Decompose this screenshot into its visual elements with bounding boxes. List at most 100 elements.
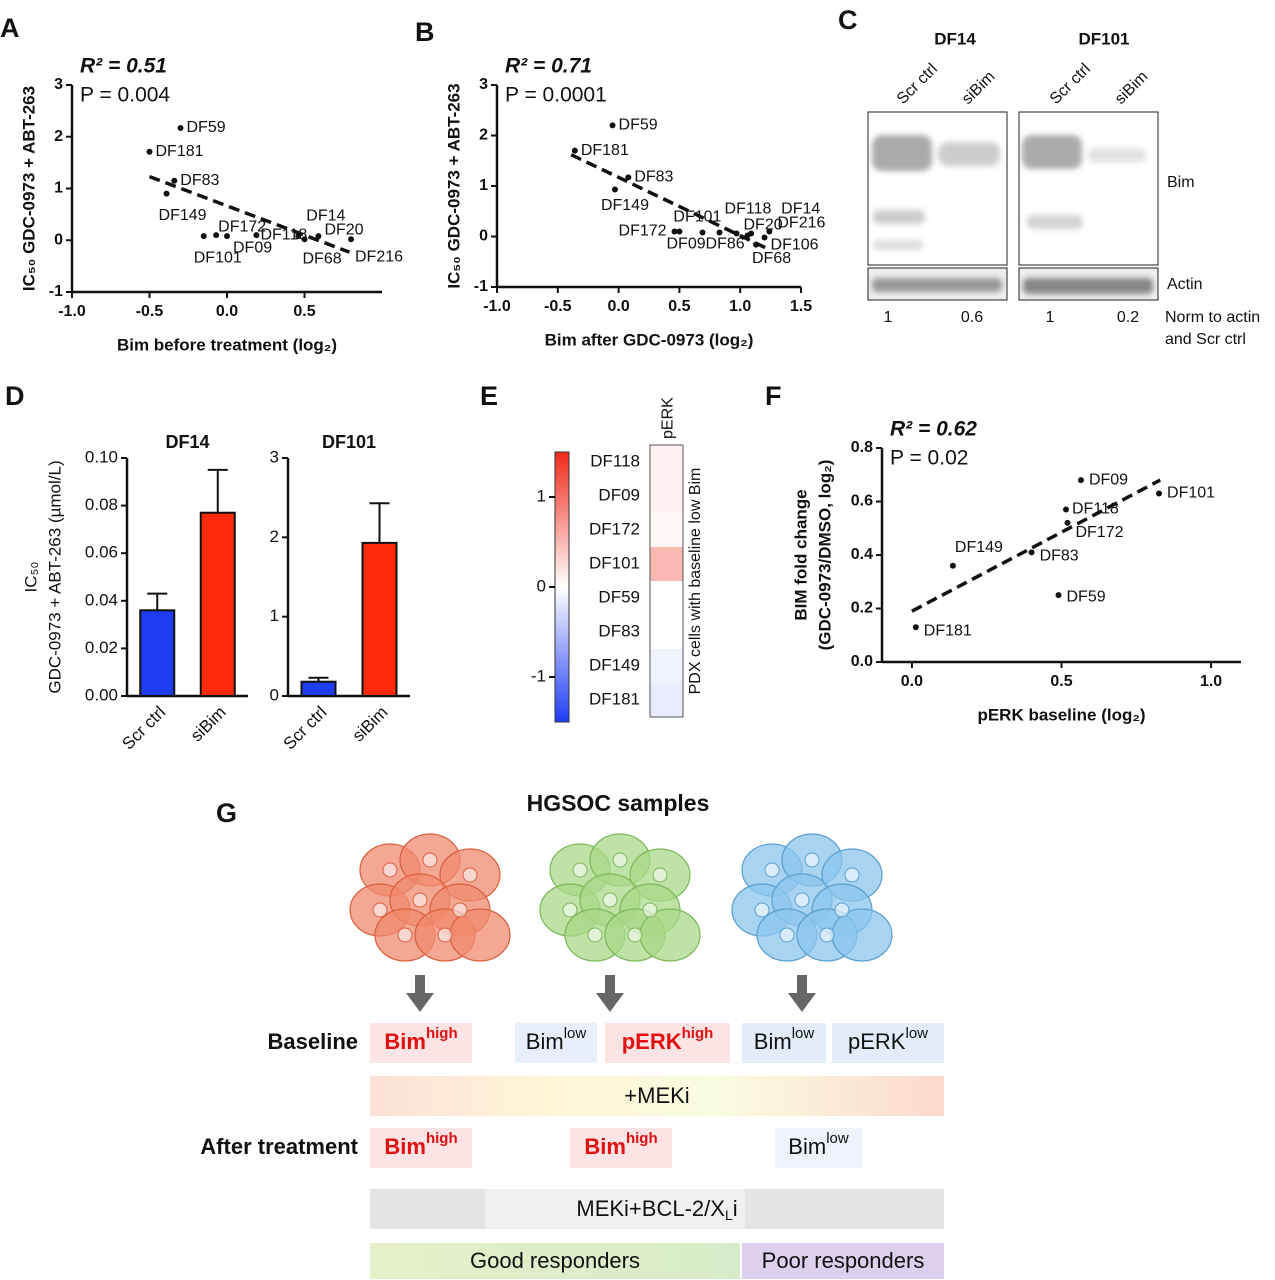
nucleus	[754, 902, 770, 918]
nucleus	[412, 892, 428, 908]
treatment-label: MEKi+BCL-2/XLi	[576, 1196, 737, 1223]
nucleus	[779, 927, 795, 943]
data-point	[1064, 519, 1071, 526]
status-base: Bim	[384, 1029, 426, 1054]
x-tick-label: 0.5	[668, 298, 690, 315]
nucleus	[572, 862, 588, 878]
row-label: DF59	[598, 587, 640, 606]
row-label: After treatment	[200, 1134, 358, 1159]
heatmap-cell	[650, 513, 683, 547]
y-tick-label: 0	[479, 228, 488, 245]
x-tick-label: 0.0	[216, 303, 238, 320]
western-blot	[867, 111, 1159, 301]
data-point	[253, 232, 260, 239]
arrow-shaft	[797, 975, 807, 995]
point-label: DF181	[924, 622, 972, 639]
point-label: DF59	[619, 117, 658, 134]
band	[873, 210, 925, 224]
status-label: Bimhigh	[384, 1130, 457, 1159]
nucleus	[642, 902, 658, 918]
point-label: DF216	[777, 215, 825, 232]
treatment-bar	[370, 1076, 944, 1116]
row-label: DF172	[589, 519, 640, 538]
point-label: DF172	[619, 223, 667, 240]
nucleus	[764, 862, 780, 878]
data-point	[213, 232, 220, 239]
stat-r2: R² = 0.71	[505, 55, 592, 78]
status-sup: high	[626, 1130, 658, 1147]
y-axis-label: IC₅₀ GDC-0973 + ABT-263	[444, 83, 463, 288]
status-base: Bim	[584, 1134, 626, 1159]
nucleus	[437, 927, 453, 943]
band-label: Actin	[1167, 276, 1203, 293]
band	[1027, 215, 1083, 229]
treatment-bar-light	[485, 1189, 745, 1229]
point-label: DF20	[743, 217, 782, 234]
data-point	[625, 174, 632, 181]
chart-title: DF101	[322, 432, 376, 452]
data-point	[949, 562, 956, 569]
trendline	[570, 153, 771, 252]
side-label: PDX cells with baseline low Bim	[687, 468, 704, 695]
data-point	[571, 147, 578, 154]
data-point	[348, 236, 354, 243]
lane-label: siBim	[1112, 68, 1152, 108]
x-axis-label: pERK baseline (log₂)	[977, 705, 1145, 724]
stat-r2: R² = 0.51	[80, 55, 167, 78]
norm-value: 0.2	[1117, 309, 1139, 326]
status-base: Bim	[526, 1029, 564, 1054]
nucleus	[804, 852, 820, 868]
y-tick-label: 2	[479, 127, 488, 144]
status-sup: low	[792, 1025, 815, 1042]
point-label: DF59	[1067, 588, 1106, 605]
point-label: DF172	[218, 218, 266, 235]
status-base: pERK	[848, 1029, 906, 1054]
row-label: Baseline	[268, 1029, 359, 1054]
x-tick-label: 1.0	[729, 298, 751, 315]
data-point	[315, 233, 322, 240]
x-tick-label: Scr ctrl	[118, 703, 169, 754]
y-tick-label: 3	[54, 76, 63, 93]
panel-letter: E	[480, 381, 498, 411]
arrow-head	[596, 993, 624, 1012]
lane-label: siBim	[959, 68, 999, 108]
y-axis-label: (GDC-0973/DMSO, log₂)	[815, 460, 834, 651]
nucleus	[652, 867, 668, 883]
sample-label: DF101	[1078, 29, 1129, 48]
y-tick-label: 3	[479, 76, 488, 93]
heatmap-cell	[650, 445, 683, 479]
data-point	[671, 228, 678, 235]
colorbar-tick-label: 1	[537, 486, 546, 505]
panel-letter: D	[5, 381, 25, 411]
heatmap-cell	[650, 615, 683, 649]
nucleus	[452, 902, 468, 918]
y-tick-label: 1	[54, 180, 63, 197]
row-label: DF83	[598, 621, 640, 640]
status-label: pERKhigh	[622, 1025, 714, 1054]
y-tick-label: 0.06	[85, 543, 118, 562]
status-label: pERKlow	[848, 1025, 928, 1054]
point-label: DF86	[706, 236, 745, 253]
status-box	[742, 1023, 826, 1063]
data-point	[676, 228, 683, 235]
x-axis-label: Bim after GDC-0973 (log₂)	[545, 330, 754, 349]
data-point	[611, 186, 618, 193]
data-point	[1062, 506, 1069, 513]
status-label: Bimlow	[754, 1025, 815, 1054]
x-tick-label: -0.5	[544, 298, 572, 315]
outcome-label: Good responders	[470, 1248, 640, 1273]
panel-letter: G	[216, 798, 237, 828]
panel-letter: A	[0, 13, 20, 43]
data-point	[301, 236, 308, 243]
y-axis-label: IC₅₀	[21, 562, 40, 593]
status-base: Bim	[788, 1134, 826, 1159]
row-label: DF118	[590, 451, 640, 470]
norm-value: 1	[884, 309, 893, 326]
x-tick-label: 0.5	[293, 303, 315, 320]
point-label: DF09	[667, 236, 706, 253]
y-tick-label: -1	[474, 278, 488, 295]
trendline	[911, 478, 1162, 613]
nucleus	[602, 892, 618, 908]
